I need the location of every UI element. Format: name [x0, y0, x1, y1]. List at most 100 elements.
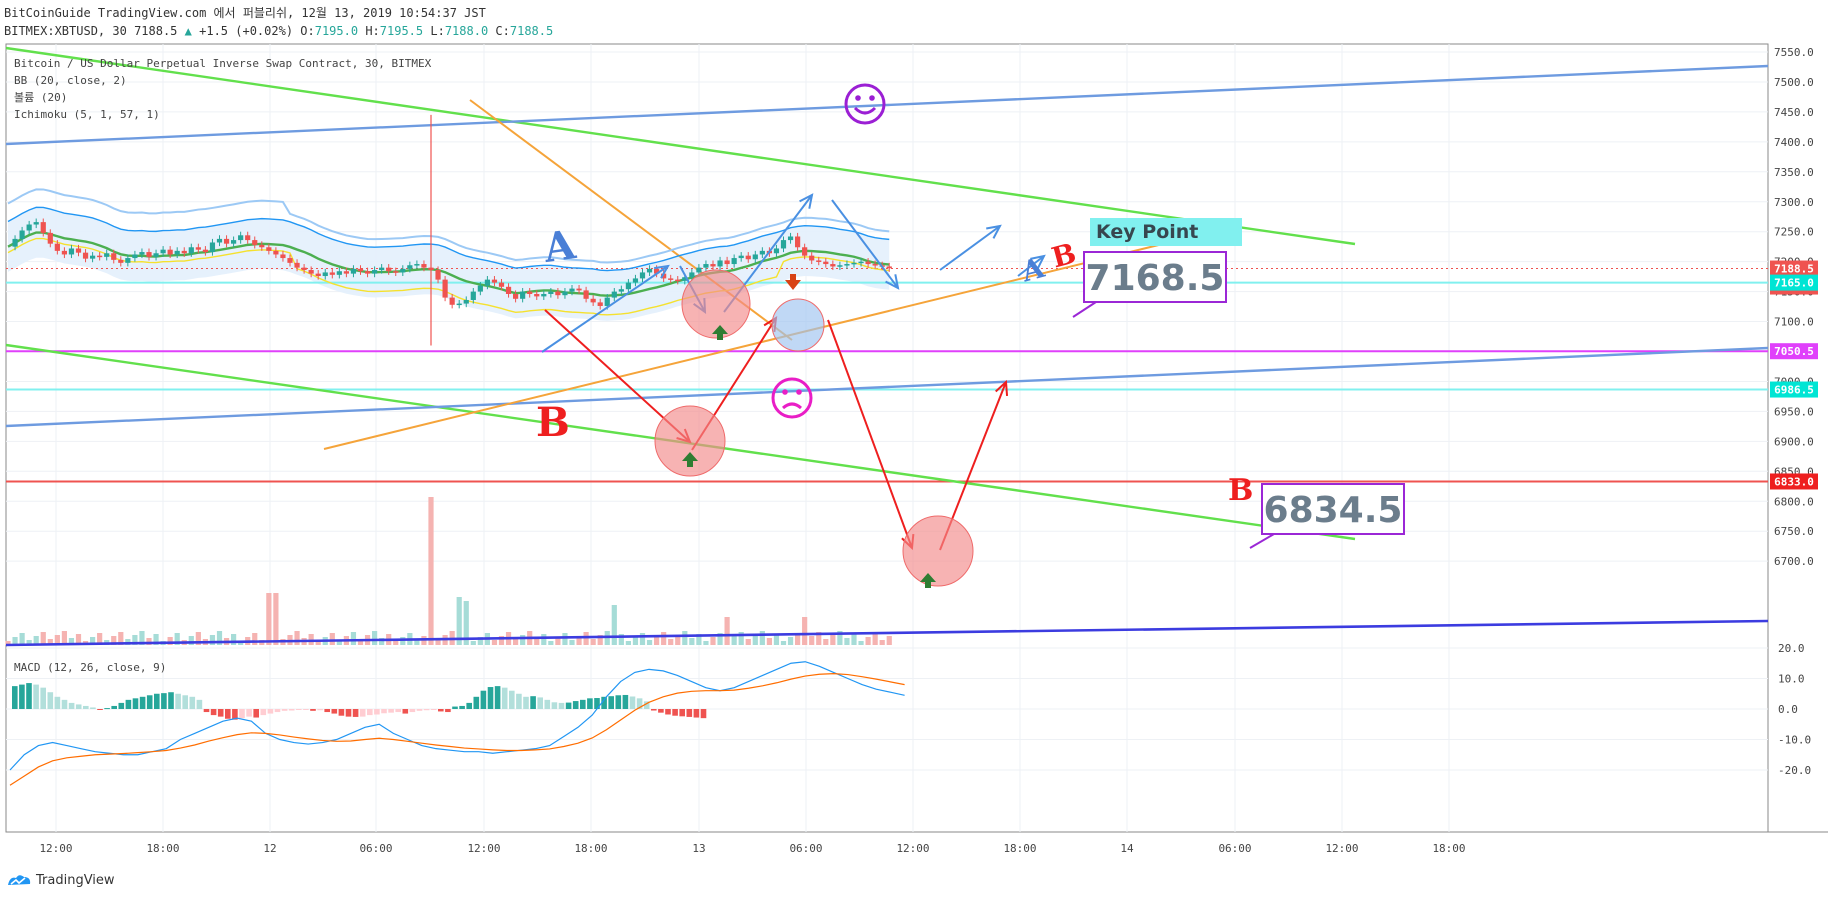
- wave-a-label: A: [540, 221, 579, 272]
- macd-hist-bar: [267, 709, 274, 714]
- macd-hist-bar: [260, 709, 267, 716]
- candle-body: [703, 264, 709, 268]
- macd-hist-bar: [700, 709, 707, 719]
- macd-hist-bar: [608, 696, 614, 709]
- macd-hist-bar: [296, 709, 302, 710]
- macd-hist-bar: [175, 693, 181, 709]
- volume-bar: [414, 640, 420, 645]
- happy-face-icon: [844, 83, 886, 125]
- macd-hist-bar: [232, 709, 238, 720]
- candle-body: [68, 248, 75, 255]
- candle-body: [118, 259, 124, 263]
- price-tick-label: 7100.0: [1774, 316, 1814, 329]
- macd-hist-bar: [68, 702, 75, 709]
- macd-hist-bar: [104, 708, 110, 710]
- volume-bar: [216, 631, 223, 645]
- volume-bar: [682, 631, 688, 645]
- volume-bar: [68, 638, 75, 645]
- candle-body: [505, 286, 512, 294]
- macd-hist-bar: [345, 709, 352, 717]
- volume-bar: [379, 638, 385, 645]
- volume-bar: [372, 631, 378, 645]
- volume-bar: [132, 635, 138, 645]
- volume-bar: [576, 636, 582, 645]
- upper-target-callout-pointer: [1072, 301, 1097, 318]
- candle-body: [315, 273, 321, 277]
- volume-bar: [252, 633, 258, 645]
- volume-bar: [33, 636, 39, 645]
- candle-body: [329, 272, 335, 275]
- volume-bar: [520, 635, 526, 645]
- green-trend-upper: [5, 46, 1356, 246]
- volume-bar: [795, 633, 801, 645]
- macd-hist-bar: [125, 699, 132, 709]
- price-label-box: [1770, 260, 1818, 277]
- macd-hist-bar: [331, 709, 338, 714]
- blue-arrow-6-head: [1030, 254, 1046, 269]
- candle-body: [611, 291, 617, 298]
- volume-bar: [47, 639, 53, 645]
- candle-body: [19, 230, 25, 239]
- macd-hist-bar: [203, 709, 210, 713]
- macd-hist-bar: [33, 684, 39, 709]
- candle-body: [54, 243, 60, 251]
- macd-hist-bar: [480, 690, 487, 709]
- macd-hist-bar: [168, 692, 174, 709]
- candle-body: [470, 291, 476, 300]
- main-pane-frame: [5, 43, 1769, 649]
- macd-hist-bar: [416, 709, 423, 711]
- candle-body: [844, 264, 850, 266]
- candle-body: [456, 303, 462, 306]
- macd-hist-bar: [161, 693, 167, 709]
- volume-bar: [513, 639, 519, 645]
- candle-body: [322, 272, 328, 277]
- candle-body: [287, 258, 293, 263]
- chart-header: BitCoinGuide TradingView.com 에서 퍼블리쉬, 12…: [0, 0, 1828, 44]
- macd-hist-bar: [90, 707, 96, 709]
- candle-body: [654, 268, 660, 274]
- price-tick-label: 7350.0: [1774, 166, 1814, 179]
- wave-b-label: B: [536, 399, 570, 446]
- time-tick-label: 06:00: [1218, 842, 1251, 855]
- legend-volume: 볼륨 (20): [14, 91, 67, 104]
- volume-bar: [816, 632, 822, 645]
- candle-body: [865, 261, 871, 265]
- candle-body: [646, 268, 653, 273]
- candle-body: [125, 258, 131, 263]
- candle-body: [259, 244, 265, 248]
- candle-body: [104, 253, 110, 257]
- close-value: 7188.5: [509, 24, 554, 38]
- candle-body: [372, 270, 378, 274]
- macd-hist-bar: [551, 702, 558, 709]
- candle-body: [738, 255, 744, 259]
- macd-hist-bar: [139, 696, 146, 709]
- tradingview-footer: TradingView: [6, 868, 115, 892]
- blue-arrow-5: [939, 225, 1001, 271]
- time-tick-label: 18:00: [146, 842, 179, 855]
- volume-bar: [865, 637, 871, 645]
- time-tick-label: 14: [1120, 842, 1134, 855]
- volume-bar: [400, 637, 406, 645]
- upper-target-callout-value: 7168.5: [1086, 258, 1225, 299]
- candle-body: [160, 249, 166, 254]
- volume-bar: [858, 641, 864, 645]
- candle-body: [759, 250, 765, 255]
- price-label-text: 7188.5: [1774, 263, 1814, 276]
- time-tick-label: 18:00: [574, 842, 607, 855]
- candle-body: [209, 242, 216, 253]
- volume-bar: [329, 633, 335, 645]
- candle-body: [872, 264, 878, 266]
- candle-body: [301, 267, 307, 271]
- candle-body: [696, 267, 702, 273]
- volume-bar: [752, 635, 758, 645]
- candle-body: [477, 285, 483, 292]
- volume-bar: [491, 640, 498, 645]
- macd-hist-bar: [622, 694, 629, 709]
- volume-bar: [787, 637, 794, 645]
- price-change: +1.5 (+0.02%): [199, 24, 294, 38]
- candle-body: [386, 267, 392, 272]
- time-tick-label: 18:00: [1432, 842, 1465, 855]
- price-tick-label: 7250.0: [1774, 226, 1814, 239]
- macd-hist-bar: [452, 706, 458, 709]
